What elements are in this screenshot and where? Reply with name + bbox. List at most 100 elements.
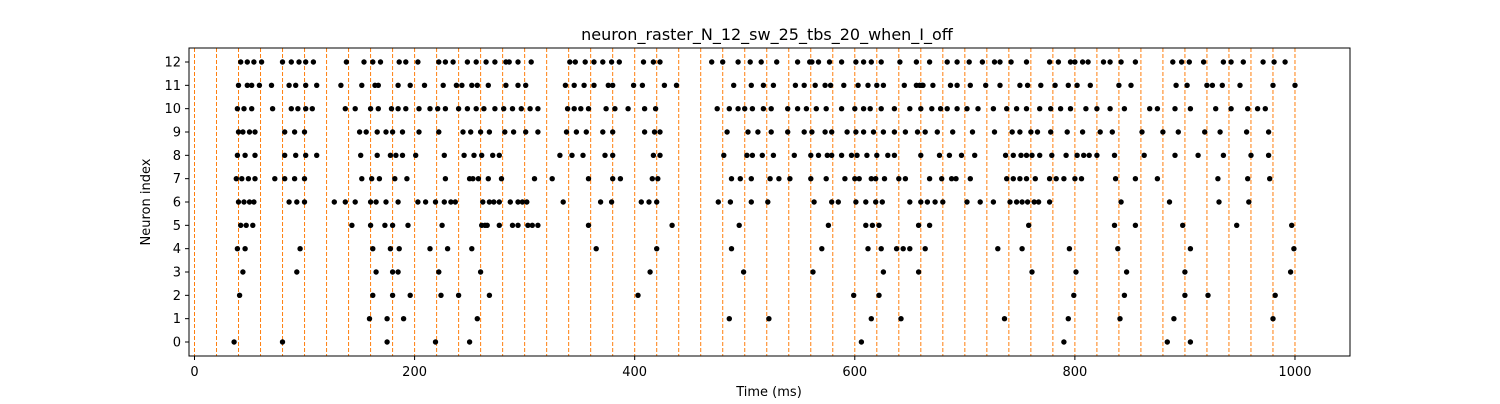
spike-n4-23 — [1187, 246, 1194, 252]
spike-n8-10 — [393, 152, 399, 158]
spike-n11-38 — [770, 82, 777, 89]
spike-n10-41 — [742, 106, 748, 112]
spike-n12-14 — [403, 59, 409, 65]
spike-n11-29 — [605, 82, 611, 89]
spike-n10-21 — [473, 106, 479, 112]
spike-n7-19 — [531, 176, 538, 182]
spike-n6-19 — [452, 199, 458, 205]
spike-n8-51 — [1023, 152, 1030, 158]
spike-n12-2 — [251, 59, 257, 65]
spike-n9-17 — [477, 129, 484, 135]
spike-n12-62 — [1008, 59, 1014, 65]
spike-n10-31 — [578, 106, 584, 112]
spike-n5-3 — [349, 222, 355, 228]
spike-n8-41 — [885, 152, 891, 158]
spike-n8-14 — [461, 152, 467, 158]
spike-n8-5 — [303, 152, 309, 158]
spike-n9-45 — [891, 129, 898, 135]
spike-n12-6 — [296, 59, 302, 65]
spike-n11-0 — [235, 82, 242, 89]
spike-n3-11 — [915, 269, 922, 275]
spike-n8-39 — [864, 152, 870, 158]
spike-n9-1 — [240, 129, 246, 135]
spike-n12-31 — [600, 59, 606, 65]
spike-n7-3 — [252, 176, 258, 182]
spike-n11-57 — [967, 82, 973, 89]
spike-n7-60 — [1215, 176, 1221, 182]
spike-n8-21 — [580, 152, 586, 158]
spike-markers — [231, 59, 1298, 345]
spike-n10-40 — [735, 106, 741, 112]
x-tick-label: 600 — [842, 365, 867, 380]
y-tick-label: 8 — [173, 149, 181, 164]
spike-n11-48 — [880, 82, 887, 89]
spike-n3-0 — [240, 269, 246, 275]
spike-n5-12 — [496, 222, 502, 228]
spike-n8-18 — [496, 152, 502, 158]
spike-n8-20 — [569, 152, 575, 158]
spike-n2-14 — [1272, 292, 1278, 298]
spike-n2-11 — [1121, 292, 1128, 298]
spike-n11-64 — [1065, 82, 1072, 89]
spike-n9-23 — [563, 129, 570, 135]
x-tick-label: 200 — [402, 365, 427, 380]
spike-n5-26 — [926, 222, 933, 228]
spike-n12-18 — [450, 59, 456, 65]
spike-n11-54 — [930, 82, 936, 89]
spike-n7-7 — [301, 176, 308, 182]
spike-n7-34 — [842, 176, 848, 182]
spike-n11-24 — [523, 82, 529, 89]
spike-n12-79 — [1228, 59, 1234, 65]
spike-n9-8 — [363, 129, 369, 135]
spike-n10-22 — [481, 106, 487, 112]
spike-n7-55 — [1072, 176, 1078, 182]
spike-n12-75 — [1178, 59, 1185, 65]
spike-n9-12 — [399, 129, 406, 135]
y-axis-label: Neuron index — [139, 158, 154, 245]
spike-n3-13 — [1073, 269, 1079, 275]
spike-n9-29 — [651, 129, 658, 135]
spike-n6-12 — [383, 199, 389, 205]
spike-n9-48 — [922, 129, 928, 135]
spike-n12-80 — [1240, 59, 1247, 65]
spike-n11-25 — [562, 82, 569, 89]
spike-n9-56 — [1034, 129, 1041, 135]
spike-n12-43 — [794, 59, 801, 65]
spike-n8-62 — [1172, 152, 1178, 158]
spike-n10-20 — [464, 106, 471, 112]
spike-n12-63 — [1023, 59, 1030, 65]
spike-n7-27 — [737, 176, 743, 182]
spike-n5-11 — [484, 222, 490, 228]
spike-n10-70 — [1057, 106, 1064, 112]
spike-n12-36 — [657, 59, 663, 65]
spike-n8-6 — [314, 152, 320, 158]
spike-n11-73 — [1219, 82, 1226, 89]
spike-n9-15 — [460, 129, 466, 135]
spike-n5-13 — [509, 222, 516, 228]
spike-n12-55 — [926, 59, 933, 65]
spike-n5-2 — [250, 222, 256, 228]
spike-n9-52 — [991, 129, 998, 135]
spike-n10-46 — [794, 106, 801, 112]
spike-n6-2 — [246, 199, 253, 205]
spike-n0-2 — [384, 339, 390, 345]
spike-n11-19 — [469, 82, 475, 89]
spike-n10-32 — [585, 106, 592, 112]
spike-n12-71 — [1107, 59, 1113, 65]
spike-n12-61 — [997, 59, 1003, 65]
spike-n10-84 — [1262, 106, 1269, 112]
spike-n10-71 — [1067, 106, 1074, 112]
spike-n6-23 — [496, 199, 502, 205]
spike-n9-59 — [1079, 129, 1086, 135]
spike-n7-16 — [475, 176, 482, 182]
spike-n11-44 — [841, 82, 847, 89]
spike-n10-36 — [641, 106, 648, 112]
spike-n8-60 — [1111, 152, 1118, 158]
spike-n11-46 — [865, 82, 871, 89]
spike-n7-62 — [1267, 176, 1273, 182]
spike-n2-4 — [438, 292, 444, 298]
spike-n12-50 — [860, 59, 867, 65]
spike-n12-82 — [1271, 59, 1277, 65]
spike-n11-16 — [440, 82, 446, 89]
spike-n9-19 — [502, 129, 508, 135]
